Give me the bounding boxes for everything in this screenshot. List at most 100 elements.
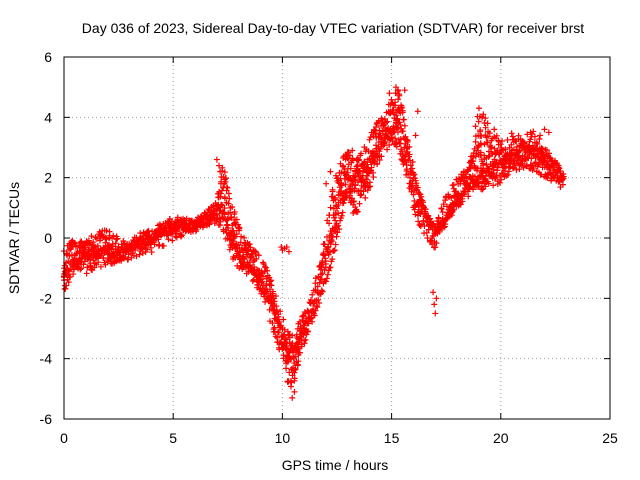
data-point xyxy=(222,175,229,182)
data-point xyxy=(517,147,524,154)
data-point xyxy=(327,264,334,271)
data-point xyxy=(247,262,254,269)
data-point xyxy=(78,258,85,265)
data-point xyxy=(331,247,338,254)
data-point xyxy=(219,202,226,209)
data-point xyxy=(309,291,316,298)
data-point xyxy=(316,279,323,286)
data-point xyxy=(208,211,215,218)
data-point xyxy=(335,222,342,229)
data-point xyxy=(231,208,238,215)
data-point xyxy=(440,201,447,208)
data-point xyxy=(475,179,482,186)
data-point xyxy=(110,232,117,239)
data-point xyxy=(323,278,330,285)
data-point xyxy=(349,157,356,164)
data-point xyxy=(147,244,154,251)
data-point xyxy=(113,236,120,243)
data-point xyxy=(536,136,543,143)
data-point xyxy=(412,132,419,139)
data-point xyxy=(318,287,325,294)
data-point xyxy=(95,259,102,266)
data-point xyxy=(435,214,442,221)
data-point xyxy=(479,186,486,193)
data-point xyxy=(356,168,363,175)
data-points xyxy=(60,84,567,401)
data-point xyxy=(234,248,241,255)
data-point xyxy=(284,359,291,366)
data-point xyxy=(291,388,298,395)
data-point xyxy=(462,188,469,195)
data-point xyxy=(508,130,515,137)
data-point xyxy=(319,270,326,277)
data-point xyxy=(490,166,497,173)
data-point xyxy=(395,96,402,103)
data-point xyxy=(528,155,535,162)
data-point xyxy=(272,293,279,300)
data-point xyxy=(472,123,479,130)
y-tick-label: 0 xyxy=(44,230,52,246)
data-point xyxy=(228,213,235,220)
data-point xyxy=(504,136,511,143)
data-point xyxy=(65,279,72,286)
data-point xyxy=(148,249,155,256)
data-point xyxy=(263,288,270,295)
data-point xyxy=(282,339,289,346)
data-point xyxy=(325,251,332,258)
data-point xyxy=(534,141,541,148)
data-point xyxy=(225,224,232,231)
data-point xyxy=(432,310,439,317)
data-point xyxy=(283,365,290,372)
data-point xyxy=(216,162,223,169)
data-point xyxy=(67,273,74,280)
data-point xyxy=(171,225,178,232)
data-point xyxy=(496,179,503,186)
data-point xyxy=(81,249,88,256)
data-point xyxy=(299,329,306,336)
data-point xyxy=(404,144,411,151)
data-point xyxy=(294,361,301,368)
data-point xyxy=(308,314,315,321)
data-point xyxy=(302,336,309,343)
data-point xyxy=(277,308,284,315)
data-point xyxy=(402,140,409,147)
data-point xyxy=(477,149,484,156)
data-point xyxy=(125,256,132,263)
data-point xyxy=(219,164,226,171)
data-point xyxy=(372,123,379,130)
data-point xyxy=(249,277,256,284)
data-point xyxy=(482,124,489,131)
data-point xyxy=(269,302,276,309)
data-point xyxy=(230,227,237,234)
data-point xyxy=(233,245,240,252)
data-point xyxy=(199,216,206,223)
data-point xyxy=(139,250,146,257)
data-point xyxy=(448,210,455,217)
data-point xyxy=(292,353,299,360)
data-point xyxy=(372,158,379,165)
data-point xyxy=(341,194,348,201)
data-point xyxy=(367,134,374,141)
data-point xyxy=(325,267,332,274)
y-tick-label: 6 xyxy=(44,49,52,65)
data-point xyxy=(178,232,185,239)
data-point xyxy=(263,264,270,271)
data-point xyxy=(338,169,345,176)
data-point xyxy=(259,278,266,285)
data-point xyxy=(252,249,259,256)
data-point xyxy=(482,183,489,190)
data-point xyxy=(472,138,479,145)
data-point xyxy=(321,241,328,248)
data-point xyxy=(236,252,243,259)
data-point xyxy=(535,154,542,161)
data-point xyxy=(217,190,224,197)
data-point xyxy=(363,176,370,183)
data-point xyxy=(218,214,225,221)
data-point xyxy=(315,296,322,303)
data-point xyxy=(398,102,405,109)
data-point xyxy=(260,282,267,289)
data-point xyxy=(407,162,414,169)
data-point xyxy=(545,129,552,136)
data-point xyxy=(77,266,84,273)
